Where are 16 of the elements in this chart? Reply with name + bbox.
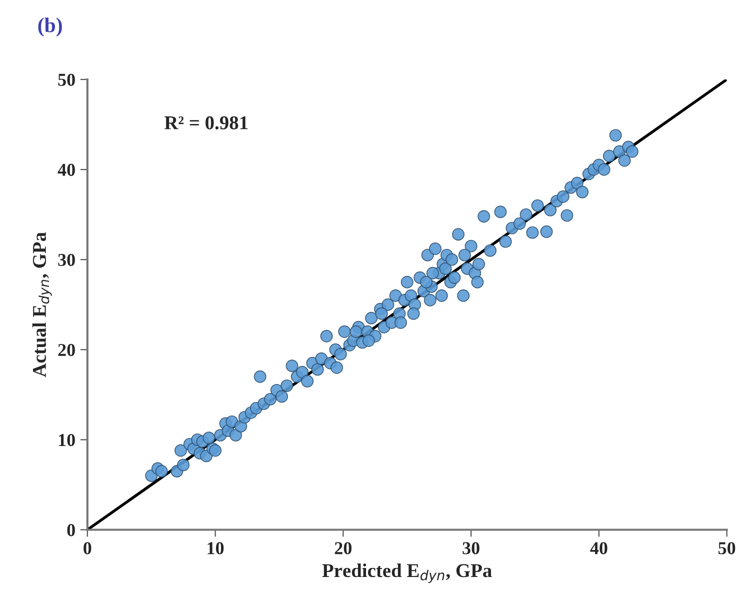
y-tick-label: 10 bbox=[58, 434, 75, 446]
y-tick-label: 0 bbox=[67, 524, 75, 536]
x-tick-label: 0 bbox=[84, 542, 92, 554]
y-tick-label: 50 bbox=[58, 74, 75, 86]
y-tick-label: 30 bbox=[58, 254, 75, 266]
x-tick-label: 20 bbox=[334, 542, 352, 554]
x-tick-label: 30 bbox=[462, 542, 480, 554]
x-tick-label: 10 bbox=[208, 542, 224, 554]
y-tick-label: 40 bbox=[58, 164, 75, 176]
x-tick-label: 50 bbox=[718, 542, 736, 554]
annotation: R² = 0.981 bbox=[164, 116, 248, 130]
y-axis-title: Actual E$_{dyn}$, GPa bbox=[32, 232, 52, 378]
x-axis-title: Predicted E$_{dyn}$, GPa bbox=[322, 563, 492, 584]
chart-title: (b) bbox=[38, 18, 62, 37]
x-tick-label: 40 bbox=[590, 542, 608, 554]
y-tick-label: 20 bbox=[58, 344, 75, 356]
